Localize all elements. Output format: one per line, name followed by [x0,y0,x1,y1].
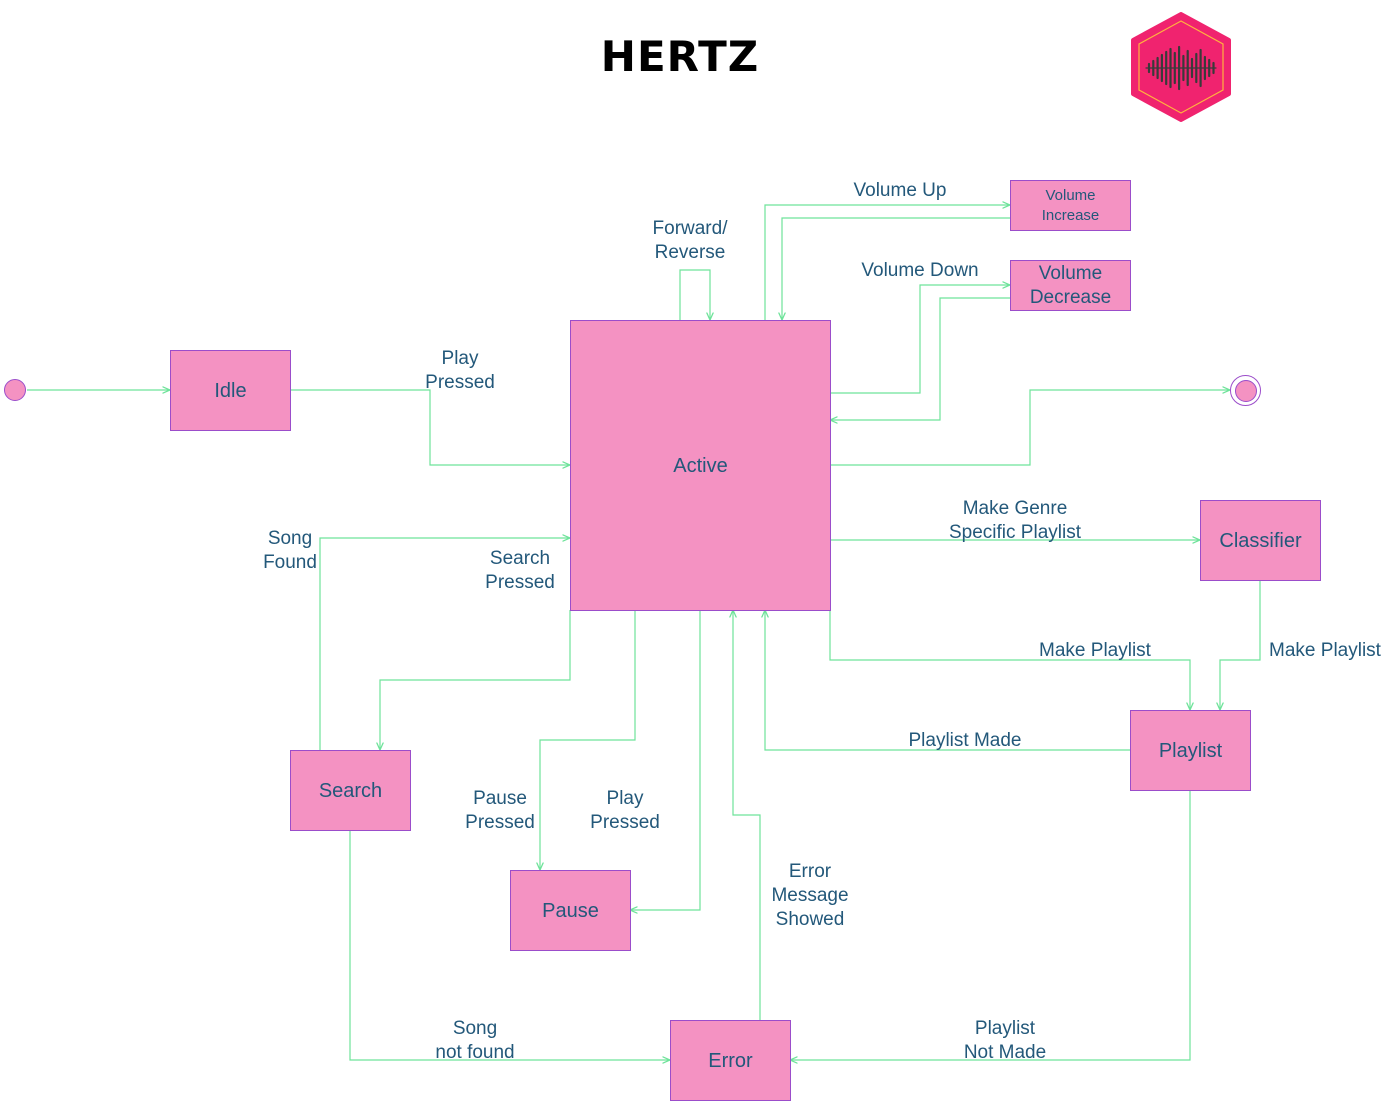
edge-search-pressed [380,610,571,750]
edge-volume-up [764,205,1010,320]
label-song-found: Song Found [263,528,317,573]
diagram-title: HERTZ [600,32,760,81]
label-make-genre-playlist: Make Genre Specific Playlist [949,498,1081,543]
edge-volume-increase-return [782,217,1010,320]
label-song-not-found: Song not found [435,1018,515,1063]
final-state [1230,375,1261,406]
edge-active-to-playlist [829,610,1190,710]
edge-pause-pressed [540,610,636,870]
initial-state [4,379,26,401]
label-play-pressed-idle: Play Pressed [425,348,495,393]
state-search: Search [290,750,411,831]
label-playlist-not-made: Playlist Not Made [963,1018,1047,1063]
state-error: Error [670,1020,791,1101]
state-active: Active [570,320,831,611]
label-forward-reverse: Forward/ Reverse [652,218,728,263]
edge-volume-decrease-return [830,297,1010,420]
state-idle: Idle [170,350,291,431]
final-state-dot [1235,380,1257,402]
state-volume-increase-label: Volume Increase [1041,186,1100,224]
label-make-playlist-classifier: Make Playlist [1269,640,1381,661]
label-error-message-showed: Error Message Showed [771,861,849,930]
edge-active-to-final [830,390,1230,466]
edge-volume-down [830,285,1010,394]
label-volume-down: Volume Down [861,260,979,281]
edge-playlist-not-made [790,790,1191,1060]
label-make-playlist-active: Make Playlist [1039,640,1151,661]
state-classifier: Classifier [1200,500,1321,581]
label-volume-up: Volume Up [853,180,947,201]
state-volume-decrease: Volume Decrease [1010,260,1131,311]
label-playlist-made: Playlist Made [908,730,1022,751]
label-pause-pressed: Pause Pressed [465,788,535,833]
state-volume-increase: Volume Increase [1010,180,1131,231]
state-volume-decrease-label: Volume Decrease [1029,262,1112,308]
sound-waveform-hexagon-icon [1131,12,1231,122]
label-search-pressed: Search Pressed [485,548,555,593]
edge-pause-play-pressed [630,610,701,910]
edge-forward-reverse-loop [679,269,710,320]
state-pause: Pause [510,870,631,951]
edge-search-song-found [319,538,570,750]
edge-idle-to-active [290,389,570,465]
state-playlist: Playlist [1130,710,1251,791]
edge-song-not-found [349,830,670,1060]
edge-error-message-showed [733,610,761,1020]
edge-playlist-made [765,610,1130,751]
edge-classifier-to-playlist [1220,580,1261,710]
label-play-pressed-pause: Play Pressed [590,788,660,833]
